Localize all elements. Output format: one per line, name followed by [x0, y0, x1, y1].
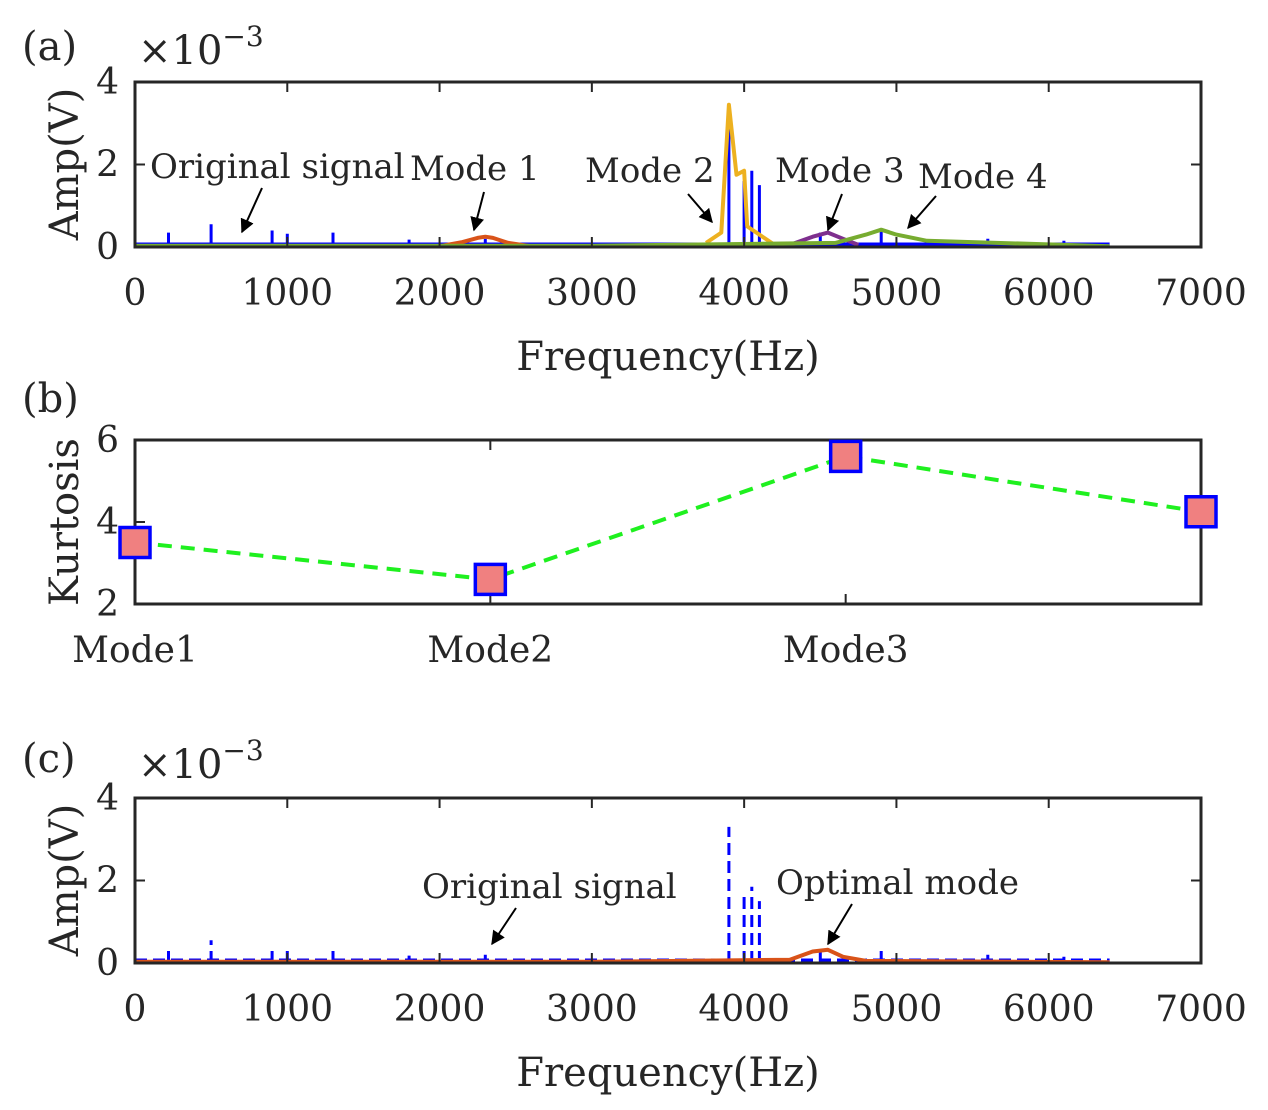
- panel-a-ytick-label: 2: [96, 145, 119, 186]
- panel-b-axes: [133, 438, 1203, 606]
- panel-c-ytick-label: 0: [96, 943, 119, 984]
- panel-a-xtick-label: 3000: [546, 273, 638, 314]
- panel-a-xtick-label: 1000: [241, 273, 333, 314]
- panel-a: (a) ×10−3 0 1000 2000 3000 4000 5000 6000 70000…: [22, 20, 1247, 380]
- panel-a-ylabel: Amp(V): [42, 88, 88, 242]
- panel-a-exponent: ×10−3: [138, 20, 264, 74]
- panel-b: (b) Mode1 Mode2 Mode3 2 4 6 Kurtosis: [22, 376, 1218, 671]
- panel-a-xtick-label: 7000: [1155, 273, 1247, 314]
- panel-c-ytick-label: 2: [96, 861, 119, 902]
- panel-a-xlabel: Frequency(Hz): [516, 334, 820, 380]
- panel-b-xtick-label: Mode1: [72, 630, 198, 671]
- panel-c-xtick-label: 4000: [698, 989, 790, 1030]
- panel-b-xtick-label: Mode2: [427, 630, 553, 671]
- panel-b-ytick-label: 2: [96, 584, 119, 625]
- series-line-optimal-mode: [135, 947, 1110, 965]
- annotation-mode-4: Mode 4: [918, 157, 1048, 197]
- panel-b-ticks: Mode1 Mode2 Mode3 2 4 6: [72, 420, 1202, 671]
- panel-b-ylabel: Kurtosis: [42, 438, 88, 606]
- arrow-mode-4: [907, 195, 937, 230]
- arrow-mode-2: [687, 193, 713, 224]
- panel-a-ticks: 0 1000 2000 3000 4000 5000 6000 7000 0 2 4: [96, 62, 1247, 314]
- panel-c-xtick-label: 7000: [1155, 989, 1247, 1030]
- arrow-original-signal-c: [491, 907, 517, 946]
- panel-a-ytick-label: 0: [96, 227, 119, 268]
- panel-c-xtick-label: 0: [124, 989, 147, 1030]
- arrow-mode-1: [470, 191, 485, 232]
- annotation-original-signal-a: Original signal: [150, 147, 405, 187]
- panel-a-xtick-label: 2000: [394, 273, 486, 314]
- panel-b-label: (b): [22, 376, 79, 422]
- panel-c-xtick-label: 3000: [546, 989, 638, 1030]
- panel-c-xtick-label: 6000: [1003, 989, 1095, 1030]
- annotation-original-signal-c: Original signal: [422, 867, 677, 907]
- panel-c-exponent: ×10−3: [138, 734, 264, 788]
- annotation-mode-3: Mode 3: [775, 151, 905, 191]
- panel-a-xtick-label: 5000: [851, 273, 943, 314]
- arrow-optimal-mode: [827, 903, 853, 946]
- panel-a-xtick-label: 4000: [698, 273, 790, 314]
- kurtosis-point-mode2: [473, 562, 508, 597]
- series-line-mode-2: [704, 102, 776, 247]
- panel-a-xtick-label: 6000: [1003, 273, 1095, 314]
- arrow-original-signal-a: [240, 187, 263, 234]
- panel-c-ytick-label: 4: [96, 778, 119, 819]
- annotation-optimal-mode: Optimal mode: [776, 863, 1019, 903]
- annotation-mode-1: Mode 1: [410, 149, 540, 189]
- kurtosis-point-mode3: [828, 439, 863, 474]
- panel-c-label: (c): [22, 736, 76, 782]
- panel-c-xtick-label: 2000: [394, 989, 486, 1030]
- panel-c-xlabel: Frequency(Hz): [516, 1050, 820, 1096]
- series-line-mode-1: [439, 234, 532, 249]
- panel-b-ytick-label: 4: [96, 502, 119, 543]
- kurtosis-line: [134, 454, 1202, 582]
- arrow-mode-3: [826, 193, 843, 232]
- panel-c-xtick-label: 1000: [241, 989, 333, 1030]
- panel-b-ytick-label: 6: [96, 420, 119, 461]
- panel-c-xtick-label: 5000: [851, 989, 943, 1030]
- kurtosis-point-mode4: [1184, 495, 1218, 529]
- panel-b-xtick-label: Mode3: [783, 630, 909, 671]
- panel-c: (c) ×10−3 0 1000 2000 3000 4000 5000 6000 70000…: [22, 734, 1247, 1096]
- panel-b-series: [118, 439, 1218, 597]
- panel-a-xtick-label: 0: [124, 273, 147, 314]
- kurtosis-point-mode1: [118, 525, 152, 560]
- panel-a-ytick-label: 4: [96, 62, 119, 103]
- panel-a-label: (a): [22, 24, 77, 70]
- panel-c-ticks: 0 1000 2000 3000 4000 5000 6000 7000 0 2 4: [96, 778, 1247, 1030]
- panel-c-ylabel: Amp(V): [42, 804, 88, 958]
- annotation-mode-2: Mode 2: [585, 151, 715, 191]
